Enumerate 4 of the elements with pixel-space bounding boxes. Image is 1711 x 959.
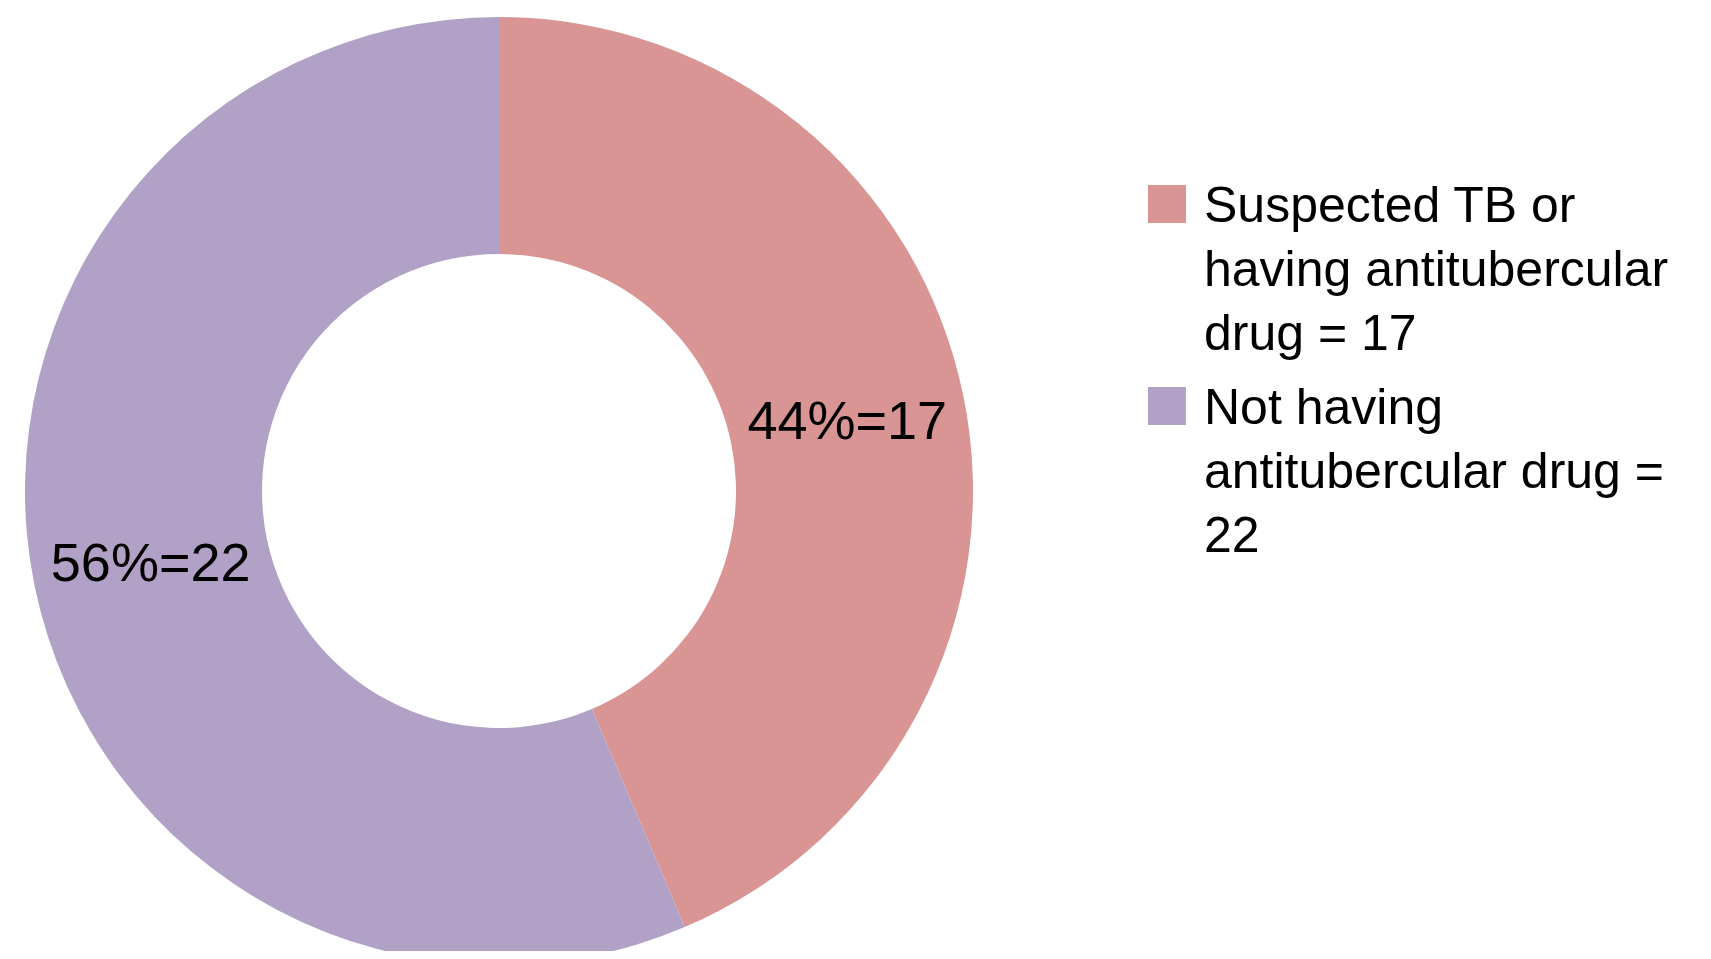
legend-label: Suspected TB or having antitubercular drug = 17 <box>1204 176 1670 363</box>
data-label: 44%=17 <box>747 389 948 450</box>
data-label: 56%=22 <box>50 532 251 593</box>
legend-label: Not having antitubercular drug = 22 <box>1204 378 1665 565</box>
